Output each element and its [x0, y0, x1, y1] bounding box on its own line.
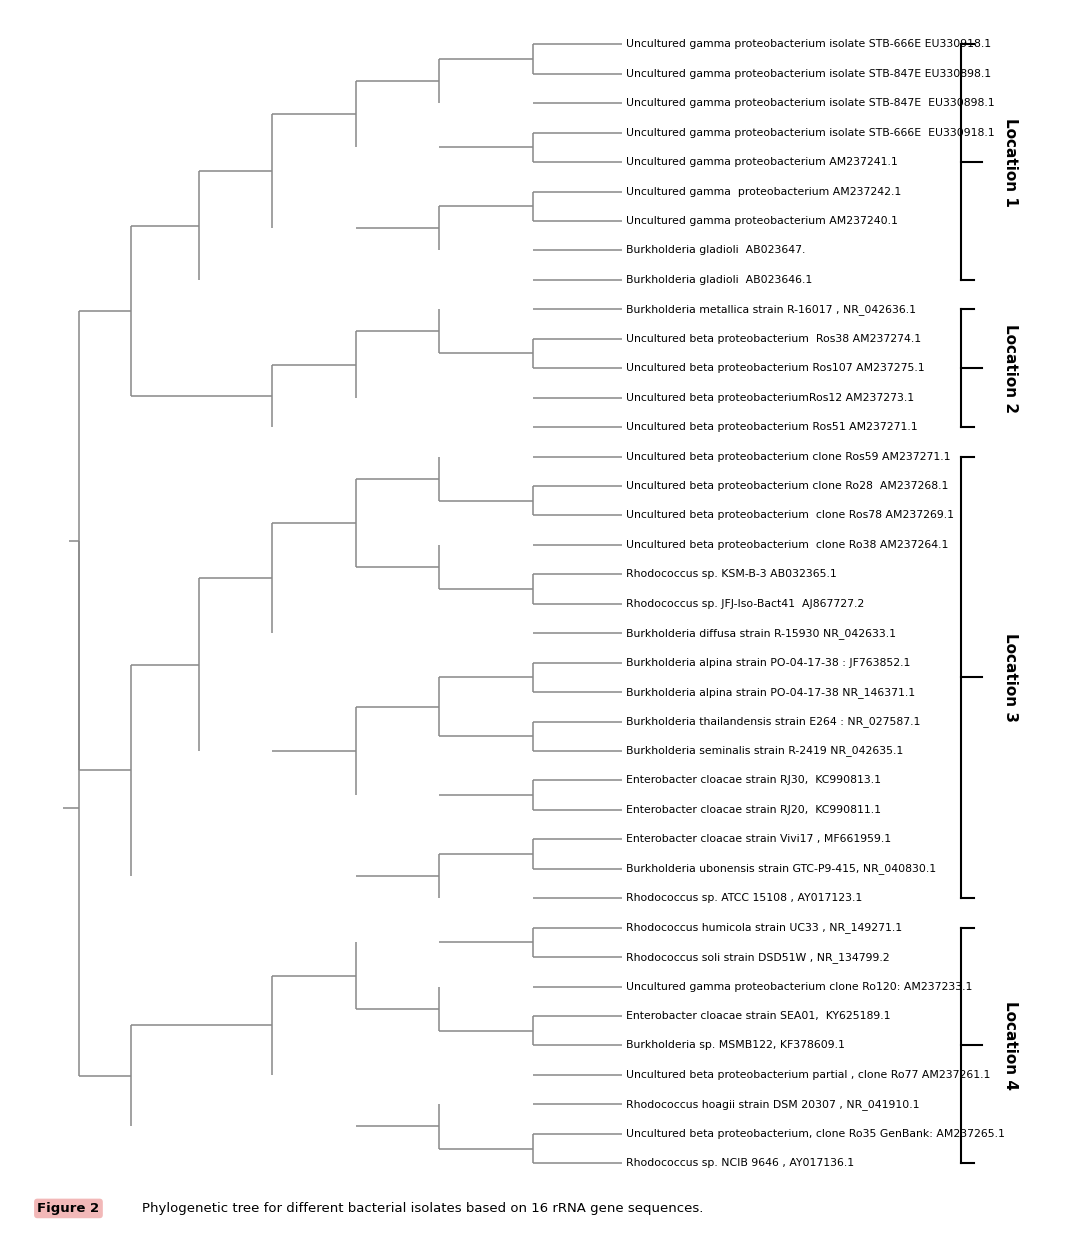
- Text: Rhodococcus sp. ATCC 15108 , AY017123.1: Rhodococcus sp. ATCC 15108 , AY017123.1: [626, 893, 862, 903]
- Text: Location 1: Location 1: [1003, 118, 1019, 206]
- Text: Rhodococcus sp. NCIB 9646 , AY017136.1: Rhodococcus sp. NCIB 9646 , AY017136.1: [626, 1159, 854, 1169]
- Text: Burkholderia metallica strain R-16017 , NR_042636.1: Burkholderia metallica strain R-16017 , …: [626, 304, 916, 314]
- Text: Uncultured gamma proteobacterium isolate STB-847E  EU330898.1: Uncultured gamma proteobacterium isolate…: [626, 98, 995, 108]
- Text: Uncultured beta proteobacterium Ros51 AM237271.1: Uncultured beta proteobacterium Ros51 AM…: [626, 423, 917, 431]
- Text: Phylogenetic tree for different bacterial isolates based on 16 rRNA gene sequenc: Phylogenetic tree for different bacteria…: [141, 1201, 703, 1215]
- Text: Burkholderia seminalis strain R-2419 NR_042635.1: Burkholderia seminalis strain R-2419 NR_…: [626, 746, 903, 756]
- Text: Rhodococcus soli strain DSD51W , NR_134799.2: Rhodococcus soli strain DSD51W , NR_1347…: [626, 952, 889, 962]
- Text: Burkholderia ubonensis strain GTC-P9-415, NR_040830.1: Burkholderia ubonensis strain GTC-P9-415…: [626, 863, 936, 874]
- Text: Uncultured beta proteobacterium  clone Ros78 AM237269.1: Uncultured beta proteobacterium clone Ro…: [626, 511, 954, 521]
- Text: Uncultured gamma  proteobacterium AM237242.1: Uncultured gamma proteobacterium AM23724…: [626, 186, 901, 196]
- Text: Uncultured gamma proteobacterium clone Ro120: AM237233.1: Uncultured gamma proteobacterium clone R…: [626, 981, 972, 991]
- Text: Uncultured beta proteobacterium clone Ros59 AM237271.1: Uncultured beta proteobacterium clone Ro…: [626, 452, 950, 462]
- Text: Burkholderia thailandensis strain E264 : NR_027587.1: Burkholderia thailandensis strain E264 :…: [626, 716, 921, 727]
- Text: Burkholderia sp. MSMB122, KF378609.1: Burkholderia sp. MSMB122, KF378609.1: [626, 1040, 845, 1050]
- Text: Location 3: Location 3: [1003, 633, 1019, 722]
- Text: Burkholderia diffusa strain R-15930 NR_042633.1: Burkholderia diffusa strain R-15930 NR_0…: [626, 628, 896, 639]
- Text: Enterobacter cloacae strain Vivi17 , MF661959.1: Enterobacter cloacae strain Vivi17 , MF6…: [626, 834, 891, 844]
- Text: Burkholderia alpina strain PO-04-17-38 : JF763852.1: Burkholderia alpina strain PO-04-17-38 :…: [626, 658, 910, 668]
- Text: Uncultured beta proteobacterium  clone Ro38 AM237264.1: Uncultured beta proteobacterium clone Ro…: [626, 540, 948, 550]
- Text: Uncultured beta proteobacterium Ros107 AM237275.1: Uncultured beta proteobacterium Ros107 A…: [626, 364, 925, 374]
- Text: Enterobacter cloacae strain RJ20,  KC990811.1: Enterobacter cloacae strain RJ20, KC9908…: [626, 805, 880, 815]
- Text: Uncultured beta proteobacterium  Ros38 AM237274.1: Uncultured beta proteobacterium Ros38 AM…: [626, 333, 921, 343]
- Text: Uncultured beta proteobacterium clone Ro28  AM237268.1: Uncultured beta proteobacterium clone Ro…: [626, 481, 948, 491]
- Text: Location 4: Location 4: [1003, 1001, 1019, 1089]
- Text: Figure 2: Figure 2: [37, 1201, 100, 1215]
- Text: Rhodococcus sp. JFJ-Iso-Bact41  AJ867727.2: Rhodococcus sp. JFJ-Iso-Bact41 AJ867727.…: [626, 599, 864, 609]
- Text: Location 2: Location 2: [1003, 323, 1019, 413]
- Text: Rhodococcus hoagii strain DSM 20307 , NR_041910.1: Rhodococcus hoagii strain DSM 20307 , NR…: [626, 1099, 920, 1110]
- Text: Uncultured gamma proteobacterium AM237241.1: Uncultured gamma proteobacterium AM23724…: [626, 157, 898, 167]
- Text: Uncultured beta proteobacterium partial , clone Ro77 AM237261.1: Uncultured beta proteobacterium partial …: [626, 1071, 990, 1079]
- Text: Rhodococcus sp. KSM-B-3 AB032365.1: Rhodococcus sp. KSM-B-3 AB032365.1: [626, 570, 837, 580]
- Text: Uncultured gamma proteobacterium isolate STB-666E EU330918.1: Uncultured gamma proteobacterium isolate…: [626, 39, 991, 49]
- Text: Burkholderia gladioli  AB023647.: Burkholderia gladioli AB023647.: [626, 245, 805, 255]
- Text: Uncultured gamma proteobacterium isolate STB-666E  EU330918.1: Uncultured gamma proteobacterium isolate…: [626, 127, 995, 137]
- Text: Uncultured beta proteobacterium, clone Ro35 GenBank: AM237265.1: Uncultured beta proteobacterium, clone R…: [626, 1128, 1004, 1138]
- Text: Rhodococcus humicola strain UC33 , NR_149271.1: Rhodococcus humicola strain UC33 , NR_14…: [626, 922, 902, 933]
- Text: Enterobacter cloacae strain RJ30,  KC990813.1: Enterobacter cloacae strain RJ30, KC9908…: [626, 775, 880, 785]
- Text: Uncultured beta proteobacteriumRos12 AM237273.1: Uncultured beta proteobacteriumRos12 AM2…: [626, 392, 914, 403]
- Text: Burkholderia alpina strain PO-04-17-38 NR_146371.1: Burkholderia alpina strain PO-04-17-38 N…: [626, 687, 915, 698]
- Text: Uncultured gamma proteobacterium AM237240.1: Uncultured gamma proteobacterium AM23724…: [626, 216, 898, 226]
- Text: Enterobacter cloacae strain SEA01,  KY625189.1: Enterobacter cloacae strain SEA01, KY625…: [626, 1011, 890, 1021]
- Text: Uncultured gamma proteobacterium isolate STB-847E EU330898.1: Uncultured gamma proteobacterium isolate…: [626, 69, 991, 79]
- Text: Burkholderia gladioli  AB023646.1: Burkholderia gladioli AB023646.1: [626, 276, 812, 284]
